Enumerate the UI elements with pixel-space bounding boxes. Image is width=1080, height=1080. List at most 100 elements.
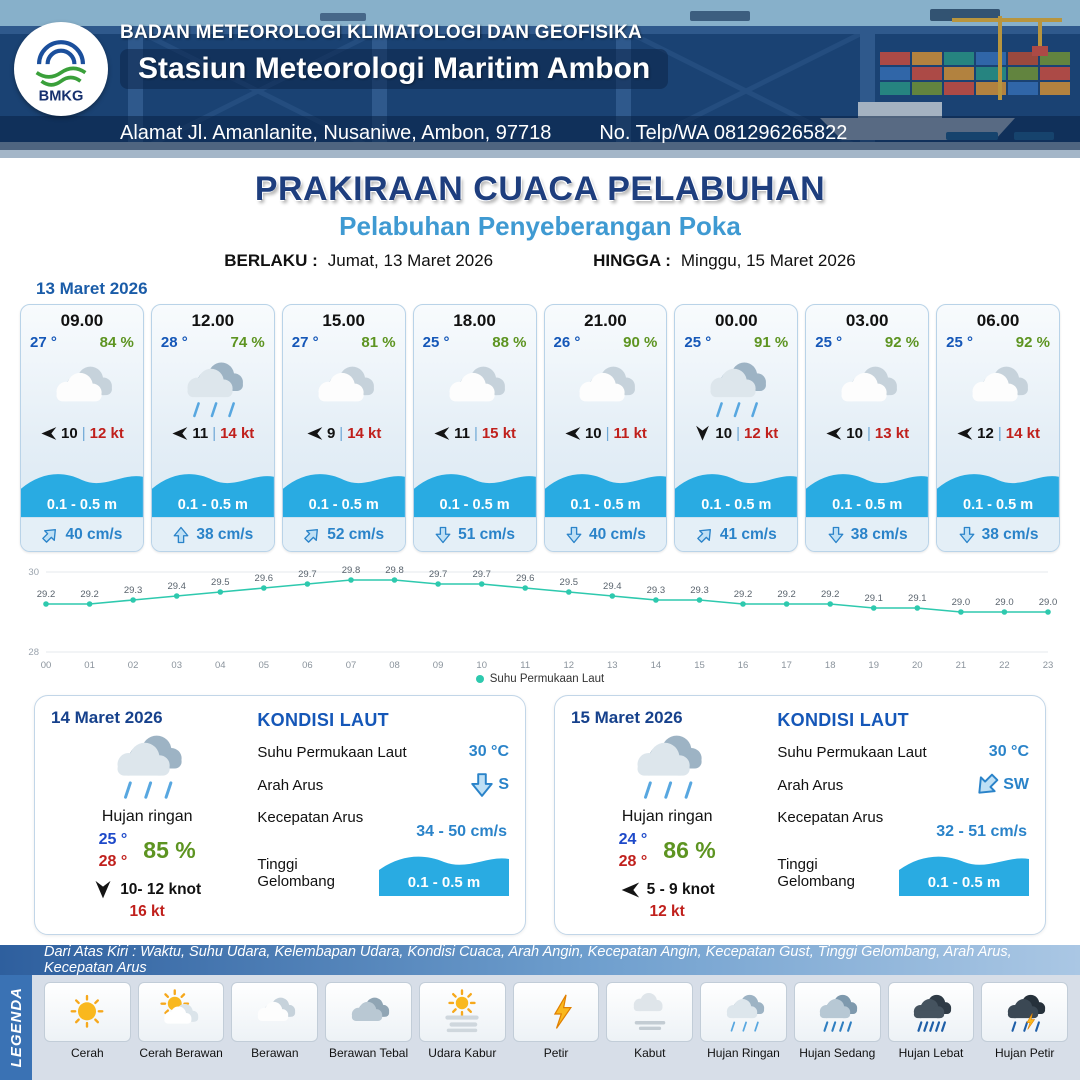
current-direction-label: Arah Arus [777, 776, 844, 794]
weather-icon [152, 351, 274, 425]
wave-height-band: 0.1 - 0.5 m [282, 467, 405, 517]
daily-condition: Hujan ringan [101, 808, 193, 825]
air-temperature: 25 ° [815, 334, 843, 351]
weather-icon [21, 351, 143, 425]
wave-height-band: 0.1 - 0.5 m [151, 467, 274, 517]
wind-speed: 10 [715, 425, 733, 442]
contact-bar: Alamat Jl. Amanlanite, Nusaniwe, Ambon, … [0, 116, 1080, 150]
valid-from-date: Jumat, 13 Maret 2026 [327, 251, 494, 270]
daily-wind-speed: 10- 12 knot [120, 881, 202, 899]
svg-text:05: 05 [259, 660, 270, 671]
wave-height-label: Tinggi Gelombang [257, 856, 335, 890]
wave-height: 0.1 - 0.5 m [570, 497, 641, 513]
legend-item: Hujan Petir [981, 982, 1069, 1060]
wind-row: 11 | 14 kt [152, 425, 274, 446]
header-text: BADAN METEOROLOGI KLIMATOLOGI DAN GEOFIS… [120, 22, 669, 89]
legend-item-label: Cerah Berawan [139, 1046, 223, 1060]
svg-text:15: 15 [694, 660, 705, 671]
legend-item: Hujan Lebat [887, 982, 975, 1060]
wave-height-band: 0.1 - 0.5 m [544, 467, 667, 517]
current-row: 38 cm/s [937, 517, 1059, 551]
humidity: 84 % [99, 334, 134, 351]
wind-row: 12 | 14 kt [937, 425, 1059, 446]
svg-text:28: 28 [28, 647, 39, 658]
wave-height-graphic: 0.1 - 0.5 m [899, 850, 1029, 896]
svg-text:29.0: 29.0 [995, 597, 1014, 608]
legend-item: Petir [512, 982, 600, 1060]
header: BMKG BADAN METEOROLOGI KLIMATOLOGI DAN G… [0, 0, 1080, 158]
current-speed: 38 cm/s [850, 525, 908, 543]
air-temperature: 25 ° [684, 334, 712, 351]
wind-gust: 15 kt [481, 425, 517, 442]
sea-conditions: KONDISI LAUT Suhu Permukaan Laut 30 °C A… [763, 708, 1029, 922]
valid-to-date: Minggu, 15 Maret 2026 [680, 251, 856, 270]
temp-humidity-row: 27 ° 81 % [283, 331, 405, 351]
wave-height-band: 0.1 - 0.5 m [806, 467, 929, 517]
current-direction-icon [565, 526, 583, 544]
legend-weather-icon [887, 982, 975, 1042]
svg-text:29.4: 29.4 [167, 581, 186, 592]
current-direction-icon [434, 526, 452, 544]
legend-title-strip: LEGENDA [0, 975, 32, 1080]
weather-icon [283, 351, 405, 425]
temp-min: 24 ° [618, 831, 648, 848]
wind-direction-icon [433, 425, 450, 442]
legend-section: LEGENDA Cerah Cerah Berawan Berawan Bera… [0, 975, 1080, 1080]
wind-speed: 10 [846, 425, 863, 442]
wind-direction-icon [956, 425, 973, 442]
legend-items-row: Cerah Cerah Berawan Berawan Berawan Teba… [32, 975, 1080, 1080]
wind-direction-icon [93, 880, 113, 900]
svg-text:29.0: 29.0 [1039, 597, 1058, 608]
legend-item-label: Cerah [71, 1046, 104, 1060]
daily-date: 14 Maret 2026 [51, 708, 163, 727]
current-direction-icon [469, 772, 495, 798]
current-direction-icon [38, 522, 63, 547]
svg-text:29.3: 29.3 [647, 585, 666, 596]
page-title: PRAKIRAAN CUACA PELABUHAN [254, 170, 826, 208]
legend-weather-icon [418, 982, 506, 1042]
air-temperature: 27 ° [30, 334, 57, 351]
svg-text:18: 18 [825, 660, 836, 671]
wind-direction-icon [694, 425, 711, 442]
wave-height-value: 0.1 - 0.5 m [407, 874, 481, 891]
temp-max: 28 ° [618, 852, 648, 870]
sst-chart: 30 28 29.2 00 29.2 01 29.3 02 29.4 03 29.5 04 29.6 05… [20, 556, 1060, 672]
valid-from-label: BERLAKU : [224, 251, 318, 270]
temp-humidity-row: 25 ° 92 % [806, 331, 928, 351]
wind-separator: | [605, 425, 610, 442]
svg-text:10: 10 [476, 660, 487, 671]
current-speed-label: Kecepatan Arus [777, 809, 884, 826]
legend-item-label: Udara Kabur [428, 1046, 497, 1060]
wind-row: 10 | 12 kt [675, 425, 797, 446]
daily-wind-speed: 5 - 9 knot [646, 881, 715, 899]
sea-conditions-heading: KONDISI LAUT [257, 710, 389, 730]
wave-height-band: 0.1 - 0.5 m [413, 467, 536, 517]
legend-item: Cerah Berawan [137, 982, 225, 1060]
sst-value: 30 °C [468, 743, 509, 760]
svg-text:13: 13 [607, 660, 618, 671]
wind-speed: 9 [326, 425, 336, 442]
title-block: PRAKIRAAN CUACA PELABUHAN Pelabuhan Peny… [0, 158, 1080, 275]
address-text: Alamat Jl. Amanlanite, Nusaniwe, Ambon, … [120, 121, 552, 144]
temp-humidity-row: 28 ° 74 % [152, 331, 274, 351]
wave-height: 0.1 - 0.5 m [701, 497, 772, 513]
legend-item: Hujan Ringan [700, 982, 787, 1060]
weather-icon [545, 351, 667, 425]
daily-forecast-row: 14 Maret 2026 Hujan ringan 25 ° 28 ° 85 … [0, 689, 1080, 935]
svg-text:06: 06 [302, 660, 313, 671]
legend-item-label: Kabut [634, 1046, 666, 1060]
temp-humidity-row: 25 ° 92 % [937, 331, 1059, 351]
wave-height-band: 0.1 - 0.5 m [937, 467, 1059, 517]
legend-weather-icon [512, 982, 600, 1042]
svg-text:14: 14 [651, 660, 662, 671]
phone-text: No. Telp/WA 081296265822 [599, 121, 848, 144]
svg-text:29.0: 29.0 [952, 597, 971, 608]
current-speed: 52 cm/s [327, 525, 385, 543]
humidity: 91 % [754, 334, 789, 351]
legend-item-label: Hujan Lebat [898, 1046, 964, 1060]
legend-item: Hujan Sedang [793, 982, 881, 1060]
sst-value: 30 °C [988, 743, 1029, 760]
wind-speed: 11 [192, 425, 209, 442]
wind-gust: 14 kt [220, 425, 255, 442]
wind-gust: 12 kt [744, 425, 779, 442]
